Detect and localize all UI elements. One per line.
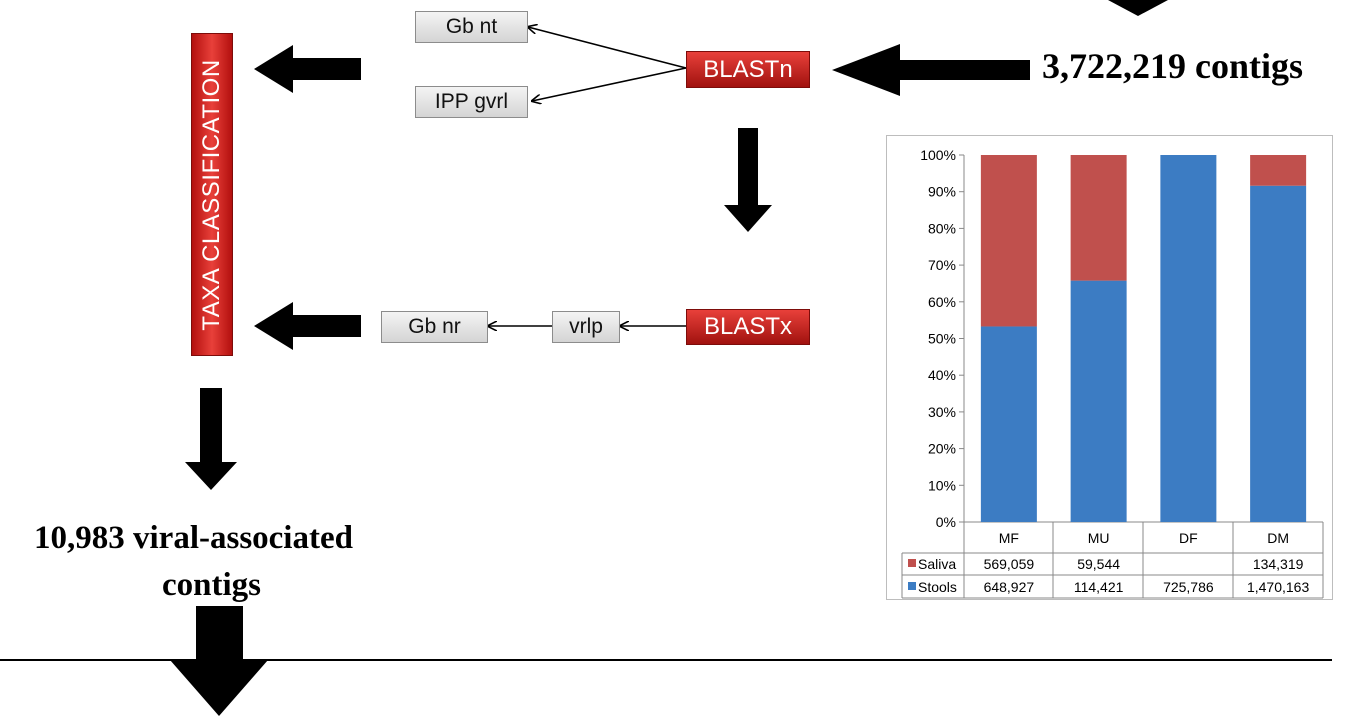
bar-stools-df [1160,155,1217,522]
vrlp-box: vrlp [552,311,620,343]
stacked-bar-chart: 0% 10% 20% 30% 40% 50% 60% 70% 80% 90% 100% MF 569,… [901,147,1324,599]
y-tick-label: 30% [928,404,956,420]
data-table-grid [901,522,1324,599]
x-category-label: MF [999,530,1019,546]
legend-label-saliva: Saliva [918,556,956,572]
taxa-classification-label: TAXA CLASSIFICATION [198,59,225,331]
table-cell-saliva: 134,319 [1253,556,1304,572]
line-to-gb-nt [528,27,687,69]
taxa-classification-box [191,33,233,356]
top-arrow-head [1108,0,1168,16]
arrow-to-taxa-top [254,45,361,93]
line-to-ipp-gvrl [532,67,687,101]
bar-saliva-mu [1070,155,1127,281]
table-cell-stools: 725,786 [1163,579,1214,595]
viral-contigs-line1: 10,983 viral-associated [34,520,353,556]
y-tick-label: 0% [936,514,956,530]
bar-saliva-mf [980,155,1037,327]
blastx-box: BLASTx [686,309,810,345]
vrlp-label: vrlp [569,315,603,338]
x-category-label: DM [1267,530,1289,546]
arrow-down-blastx [724,128,772,232]
gb-nt-label: Gb nt [445,15,498,38]
y-tick-label: 20% [928,441,956,457]
data-table-text: MF 569,059 648,927 MU 59,544 114,421 DF 725,786… [918,530,1309,595]
gb-nr-label: Gb nr [408,315,461,338]
bar-saliva-dm [1250,155,1307,186]
y-tick-label: 70% [928,257,956,273]
ipp-gvrl-box: IPP gvrl [415,86,528,118]
y-tick-label: 80% [928,220,956,236]
x-category-label: MU [1088,530,1110,546]
arrow-down-viral [185,388,237,490]
legend-label-stools: Stools [918,579,957,595]
table-cell-stools: 114,421 [1074,579,1124,595]
table-cell-stools: 648,927 [984,579,1035,595]
gb-nr-box: Gb nr [381,311,488,343]
arrow-to-taxa-bottom [254,302,361,350]
gb-nt-box: Gb nt [415,11,528,43]
legend-swatch-saliva [908,559,916,567]
x-category-label: DF [1179,530,1198,546]
bars [980,155,1307,522]
blastn-label: BLASTn [703,55,793,83]
blastx-label: BLASTx [703,313,793,340]
y-ticks: 0% 10% 20% 30% 40% 50% 60% 70% 80% 90% 100% [920,147,964,530]
y-tick-label: 90% [928,184,956,200]
blastn-box: BLASTn [686,51,810,88]
legend-swatch-stools [908,582,916,590]
y-tick-label: 50% [928,331,956,347]
ipp-gvrl-label: IPP gvrl [434,90,509,113]
y-tick-label: 40% [928,367,956,383]
viral-contigs-line2: contigs [162,567,261,603]
arrow-to-blastn [832,44,1030,96]
arrow-down-bottom [170,606,268,716]
y-tick-label: 60% [928,294,956,310]
bar-stools-mu [1070,280,1127,522]
bar-stools-dm [1250,185,1307,522]
y-tick-label: 100% [920,147,956,163]
table-cell-saliva: 569,059 [984,556,1035,572]
contigs-total-text: 3,722,219 contigs [1042,46,1303,86]
bar-stools-mf [980,326,1037,522]
table-cell-stools: 1,470,163 [1247,579,1309,595]
y-tick-label: 10% [928,477,956,493]
table-cell-saliva: 59,544 [1077,556,1120,572]
